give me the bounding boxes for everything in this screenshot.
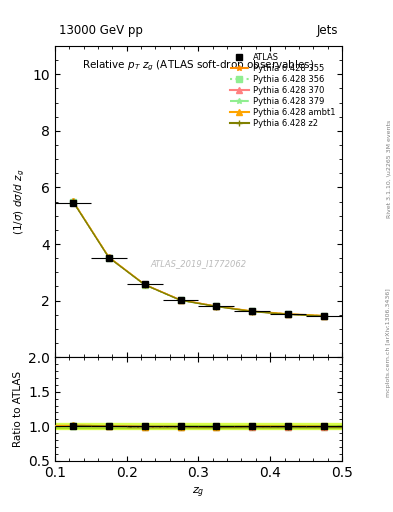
Y-axis label: $(1/\sigma)\ d\sigma/d\ z_g$: $(1/\sigma)\ d\sigma/d\ z_g$ (13, 168, 27, 235)
Y-axis label: Ratio to ATLAS: Ratio to ATLAS (13, 371, 23, 447)
Text: 13000 GeV pp: 13000 GeV pp (59, 24, 143, 37)
Legend: ATLAS, Pythia 6.428 355, Pythia 6.428 356, Pythia 6.428 370, Pythia 6.428 379, P: ATLAS, Pythia 6.428 355, Pythia 6.428 35… (228, 50, 338, 131)
Text: ATLAS_2019_I1772062: ATLAS_2019_I1772062 (151, 259, 246, 268)
Bar (55, 425, 342, 428)
X-axis label: $z_g$: $z_g$ (192, 485, 205, 500)
Bar (55, 423, 342, 429)
Text: mcplots.cern.ch [arXiv:1306.3436]: mcplots.cern.ch [arXiv:1306.3436] (386, 289, 391, 397)
Text: Relative $p_T$ $z_g$ (ATLAS soft-drop observables): Relative $p_T$ $z_g$ (ATLAS soft-drop ob… (82, 58, 315, 73)
Text: Rivet 3.1.10, \u2265 3M events: Rivet 3.1.10, \u2265 3M events (386, 120, 391, 218)
Text: Jets: Jets (316, 24, 338, 37)
